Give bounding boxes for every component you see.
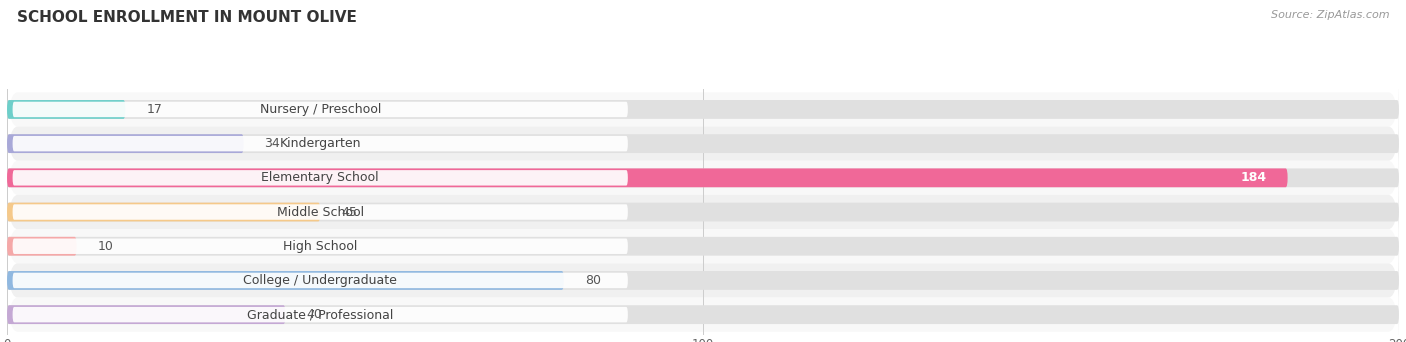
FancyBboxPatch shape (7, 169, 1399, 187)
FancyBboxPatch shape (7, 202, 321, 222)
Text: 40: 40 (307, 308, 322, 321)
FancyBboxPatch shape (7, 144, 1399, 212)
FancyBboxPatch shape (13, 273, 628, 288)
Text: 45: 45 (342, 206, 357, 219)
FancyBboxPatch shape (7, 134, 243, 153)
FancyBboxPatch shape (7, 109, 1399, 178)
FancyBboxPatch shape (7, 305, 285, 324)
FancyBboxPatch shape (7, 237, 1399, 256)
Text: 10: 10 (97, 240, 114, 253)
FancyBboxPatch shape (13, 102, 628, 117)
FancyBboxPatch shape (7, 178, 1399, 246)
FancyBboxPatch shape (13, 238, 628, 254)
FancyBboxPatch shape (7, 202, 1399, 222)
Text: 184: 184 (1240, 171, 1267, 184)
FancyBboxPatch shape (7, 305, 1399, 324)
Text: Nursery / Preschool: Nursery / Preschool (260, 103, 381, 116)
FancyBboxPatch shape (7, 280, 1399, 342)
Text: Kindergarten: Kindergarten (280, 137, 361, 150)
FancyBboxPatch shape (7, 169, 1288, 187)
Text: 34: 34 (264, 137, 280, 150)
FancyBboxPatch shape (13, 204, 628, 220)
FancyBboxPatch shape (7, 212, 1399, 280)
FancyBboxPatch shape (7, 75, 1399, 144)
Text: SCHOOL ENROLLMENT IN MOUNT OLIVE: SCHOOL ENROLLMENT IN MOUNT OLIVE (17, 10, 357, 25)
FancyBboxPatch shape (7, 100, 1399, 119)
FancyBboxPatch shape (7, 246, 1399, 315)
FancyBboxPatch shape (7, 134, 1399, 153)
Text: College / Undergraduate: College / Undergraduate (243, 274, 396, 287)
Text: 17: 17 (146, 103, 162, 116)
Text: High School: High School (283, 240, 357, 253)
Text: Graduate / Professional: Graduate / Professional (247, 308, 394, 321)
FancyBboxPatch shape (7, 271, 1399, 290)
FancyBboxPatch shape (7, 100, 125, 119)
FancyBboxPatch shape (7, 271, 564, 290)
FancyBboxPatch shape (7, 237, 77, 256)
FancyBboxPatch shape (13, 307, 628, 323)
FancyBboxPatch shape (13, 170, 628, 186)
FancyBboxPatch shape (13, 136, 628, 152)
Text: Middle School: Middle School (277, 206, 364, 219)
Text: Elementary School: Elementary School (262, 171, 380, 184)
Text: 80: 80 (585, 274, 600, 287)
Text: Source: ZipAtlas.com: Source: ZipAtlas.com (1271, 10, 1389, 20)
